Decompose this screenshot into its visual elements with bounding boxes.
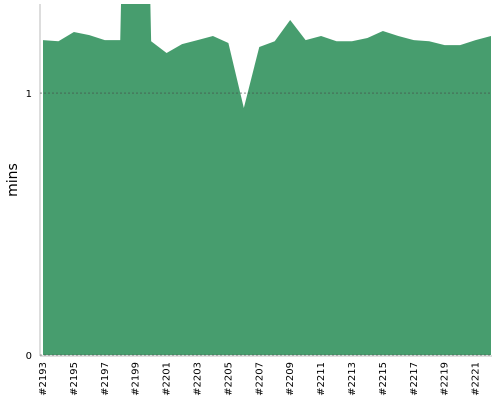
x-tick-label: #2213 xyxy=(347,362,358,396)
labels: 0 1 #2193 #2195 #2197 #2199 #2201 #2203 #2205 #22… xyxy=(26,89,482,396)
grid xyxy=(40,92,492,356)
x-tick-label: #2211 xyxy=(316,362,327,396)
area xyxy=(43,4,491,355)
y-axis-label: mins xyxy=(5,163,21,197)
x-tick-label: #2195 xyxy=(69,362,80,396)
x-tick-label: #2197 xyxy=(100,362,111,396)
x-tick-label: #2217 xyxy=(409,362,420,396)
x-tick-label: #2203 xyxy=(192,362,203,396)
plot-area xyxy=(43,4,491,355)
x-tick-label: #2207 xyxy=(254,362,265,396)
x-tick-label: #2205 xyxy=(223,362,234,396)
x-tick-label: #2215 xyxy=(378,362,389,396)
x-tick-label: #2219 xyxy=(440,362,451,396)
x-tick-label: #2221 xyxy=(471,362,482,396)
y-tick-label: 0 xyxy=(26,351,32,362)
x-tick-label: #2201 xyxy=(162,362,173,396)
x-tick-label: #2199 xyxy=(131,362,142,396)
y-tick-label: 1 xyxy=(26,89,32,100)
x-tick-label: #2193 xyxy=(38,362,49,396)
x-tick-label: #2209 xyxy=(285,362,296,396)
